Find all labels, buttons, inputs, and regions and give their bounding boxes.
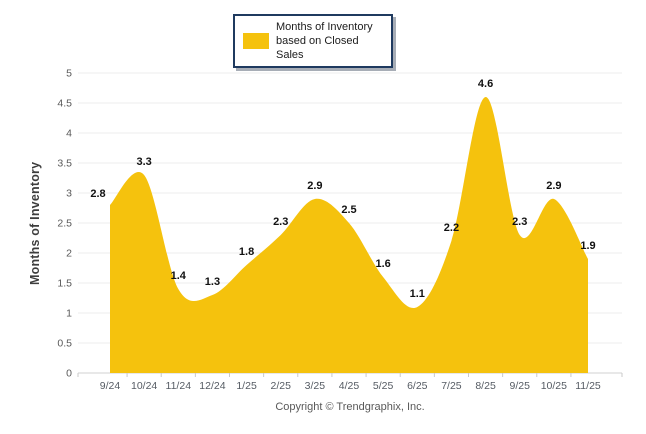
y-tick-label: 2 (66, 248, 72, 260)
y-tick-label: 4 (66, 128, 72, 140)
y-tick-label: 1 (66, 308, 72, 320)
data-label: 1.8 (239, 246, 254, 258)
x-tick-label: 2/25 (270, 380, 291, 392)
data-label: 1.9 (580, 240, 595, 252)
y-tick-label: 4.5 (57, 98, 72, 110)
y-tick-label: 3.5 (57, 158, 72, 170)
x-tick-label: 4/25 (339, 380, 360, 392)
x-tick-label: 3/25 (305, 380, 326, 392)
legend: Months of Inventory based on Closed Sale… (233, 14, 393, 68)
data-label: 2.9 (546, 180, 561, 192)
data-label: 2.3 (273, 216, 288, 228)
data-label: 4.6 (478, 78, 493, 90)
y-tick-label: 2.5 (57, 218, 72, 230)
data-label: 3.3 (136, 156, 151, 168)
y-tick-label: 3 (66, 188, 72, 200)
data-label: 2.2 (444, 222, 459, 234)
data-label: 1.4 (171, 270, 187, 282)
x-tick-label: 5/25 (373, 380, 394, 392)
data-label: 2.8 (90, 188, 105, 200)
data-label: 1.1 (410, 288, 425, 300)
data-label: 2.9 (307, 180, 322, 192)
y-tick-label: 1.5 (57, 278, 72, 290)
data-label: 1.6 (375, 258, 390, 270)
data-label: 2.3 (512, 216, 527, 228)
y-axis-title: Months of Inventory (28, 161, 42, 285)
x-tick-label: 9/25 (509, 380, 530, 392)
data-label: 1.3 (205, 276, 220, 288)
x-tick-label: 11/25 (575, 380, 601, 392)
series-area (110, 96, 588, 373)
x-tick-label: 8/25 (475, 380, 496, 392)
y-tick-label: 5 (66, 68, 72, 80)
data-label: 2.5 (341, 204, 356, 216)
x-tick-label: 10/24 (131, 380, 157, 392)
x-tick-label: 11/24 (166, 380, 192, 392)
y-tick-label: 0 (66, 368, 72, 380)
x-tick-label: 6/25 (407, 380, 428, 392)
x-tick-label: 1/25 (236, 380, 257, 392)
legend-label: Months of Inventory based on Closed Sale… (276, 21, 373, 61)
x-tick-label: 9/24 (100, 380, 121, 392)
x-tick-label: 12/24 (199, 380, 225, 392)
x-tick-label: 10/25 (541, 380, 567, 392)
x-tick-label: 7/25 (441, 380, 462, 392)
copyright-text: Copyright © Trendgraphix, Inc. (275, 401, 425, 413)
y-tick-label: 0.5 (57, 338, 72, 350)
series-swatch-icon (243, 33, 269, 49)
